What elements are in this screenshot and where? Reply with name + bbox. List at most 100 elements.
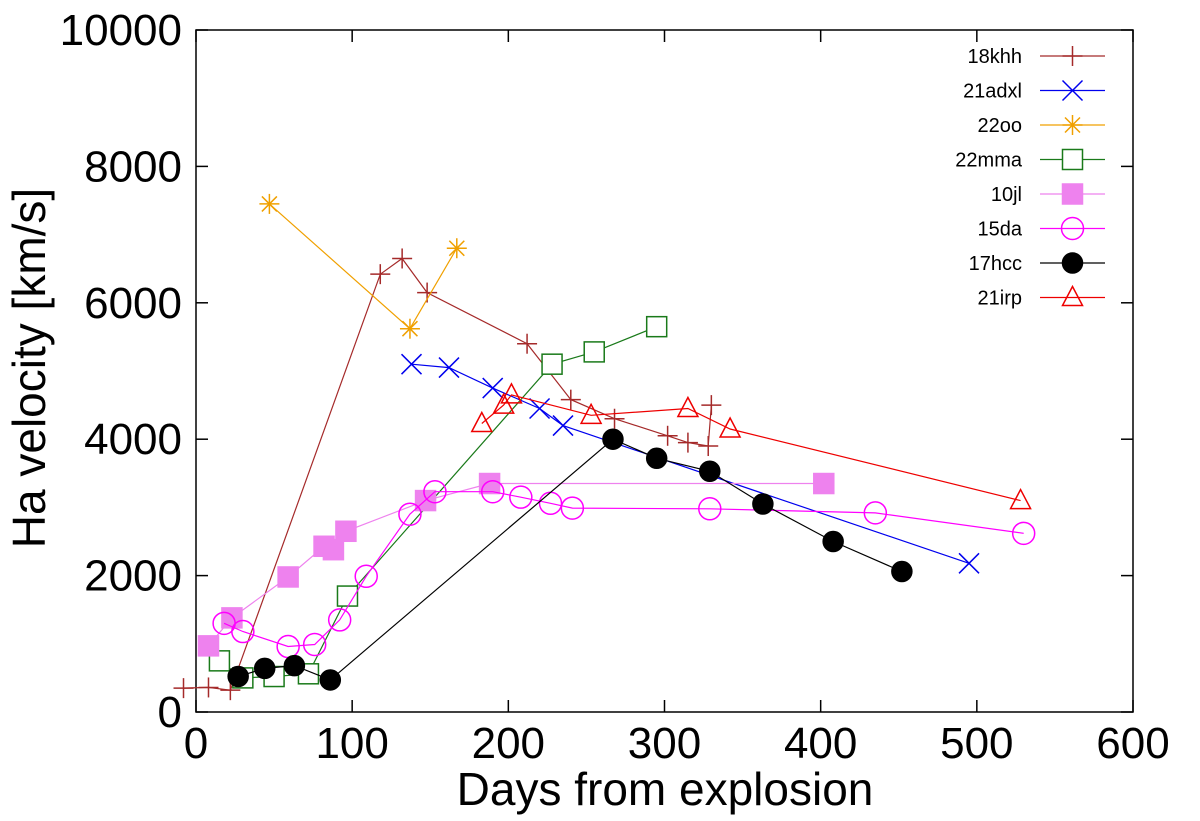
- data-point-17hcc: [822, 530, 844, 553]
- data-point-10jl: [197, 635, 220, 657]
- data-point-18khh: [698, 436, 719, 457]
- legend-entry-22mma: 22mma: [955, 148, 1105, 172]
- data-point-18khh: [392, 248, 413, 269]
- legend-marker: [1061, 183, 1084, 205]
- data-point-21adxl: [438, 357, 460, 379]
- data-point-21adxl: [529, 397, 551, 420]
- data-point-17hcc: [283, 654, 306, 677]
- data-point-18khh: [701, 395, 722, 416]
- series-18khh: [173, 248, 722, 701]
- data-point-18khh: [677, 432, 698, 453]
- legend-marker: [1060, 216, 1085, 241]
- data-point-15da: [509, 485, 533, 509]
- data-point-22oo: [399, 318, 420, 339]
- legend-entry-21irp: 21irp: [978, 284, 1105, 310]
- data-point-15da: [423, 479, 447, 504]
- y-tick-label: 4000: [84, 415, 182, 464]
- legend-label: 21irp: [978, 288, 1022, 310]
- data-point-21adxl: [958, 552, 980, 574]
- legend-entry-15da: 15da: [978, 216, 1105, 241]
- data-point-17hcc: [752, 493, 774, 515]
- data-point-17hcc: [227, 665, 249, 688]
- legend-marker: [1061, 79, 1084, 102]
- y-tick-label: 10000: [60, 6, 182, 55]
- data-point-15da: [560, 496, 585, 520]
- legend-marker: [1061, 252, 1084, 274]
- data-point-22oo: [259, 193, 280, 214]
- series-line-21irp: [481, 394, 1021, 502]
- data-point-18khh: [517, 333, 538, 354]
- legend-entry-10jl: 10jl: [991, 183, 1105, 206]
- data-point-21irp: [1009, 487, 1032, 510]
- series-21adxl: [400, 353, 980, 574]
- legend-label: 21adxl: [963, 81, 1022, 103]
- series-line-22oo: [269, 203, 458, 330]
- series-line-15da: [223, 491, 1024, 648]
- series-21irp: [470, 382, 1032, 510]
- y-tick-label: 8000: [84, 142, 182, 191]
- data-point-10jl: [813, 472, 835, 495]
- y-tick-label: 2000: [84, 552, 182, 601]
- series-15da: [212, 479, 1036, 659]
- legend-marker: [1062, 46, 1083, 66]
- data-point-22mma: [645, 315, 668, 338]
- legend-label: 22oo: [978, 115, 1023, 137]
- data-point-10jl: [478, 472, 501, 495]
- data-point-10jl: [277, 566, 299, 588]
- data-point-18khh: [604, 408, 625, 429]
- data-point-10jl: [335, 520, 357, 543]
- y-tick-label: 0: [158, 688, 182, 737]
- data-point-21adxl: [400, 353, 423, 375]
- axis-tick-labels: 0 100 200 300 400 500 600020004000600080001000…: [60, 6, 1170, 768]
- x-tick-label: 100: [315, 719, 388, 768]
- data-point-17hcc: [602, 428, 624, 450]
- series-line-18khh: [183, 257, 712, 691]
- x-axis-title: Days from explosion: [457, 763, 874, 815]
- legend: 18khh 21adxl 22oo 22mma 10jl 15da 17hcc 21irp: [955, 46, 1105, 310]
- data-point-15da: [1011, 521, 1036, 546]
- data-point-17hcc: [319, 669, 342, 691]
- data-point-21irp: [470, 410, 494, 433]
- data-point-17hcc: [699, 460, 721, 483]
- data-point-15da: [354, 564, 378, 589]
- legend-marker: [1061, 148, 1084, 171]
- y-axis-title: Ha velocity [km/s]: [3, 188, 55, 548]
- series-22mma: [208, 315, 668, 689]
- x-tick-label: 500: [940, 719, 1013, 768]
- data-point-15da: [863, 501, 888, 525]
- data-point-15da: [302, 632, 327, 657]
- legend-label: 18khh: [968, 46, 1023, 68]
- data-point-10jl: [221, 607, 243, 629]
- series-line-21adxl: [411, 363, 970, 564]
- data-point-22mma: [583, 341, 605, 363]
- y-tick-label: 6000: [84, 279, 182, 328]
- x-tick-label: 400: [784, 719, 857, 768]
- series-line-17hcc: [238, 438, 903, 681]
- data-point-21irp: [579, 402, 603, 425]
- legend-entry-17hcc: 17hcc: [969, 252, 1105, 275]
- data-point-18khh: [560, 389, 581, 410]
- data-point-22oo: [446, 238, 467, 259]
- data-point-15da: [698, 497, 722, 521]
- legend-entry-18khh: 18khh: [968, 46, 1105, 68]
- data-point-21irp: [676, 395, 700, 418]
- legend-label: 22mma: [955, 150, 1023, 172]
- series-17hcc: [227, 428, 913, 691]
- x-tick-label: 600: [1096, 719, 1169, 768]
- data-point-22mma: [541, 353, 563, 375]
- data-point-15da: [327, 608, 352, 632]
- data-point-18khh: [173, 678, 194, 699]
- data-point-10jl: [322, 538, 345, 561]
- data-point-15da: [398, 502, 422, 526]
- data-point-21adxl: [482, 377, 504, 399]
- data-point-17hcc: [891, 560, 913, 583]
- data-point-17hcc: [253, 657, 276, 680]
- data-point-21irp: [718, 416, 742, 438]
- data-point-18khh: [198, 677, 219, 698]
- axis-ticks: [195, 29, 1134, 713]
- series-layer: [173, 193, 1036, 701]
- legend-entry-22oo: 22oo: [978, 115, 1105, 137]
- data-point-15da: [231, 619, 255, 644]
- x-tick-label: 300: [628, 719, 701, 768]
